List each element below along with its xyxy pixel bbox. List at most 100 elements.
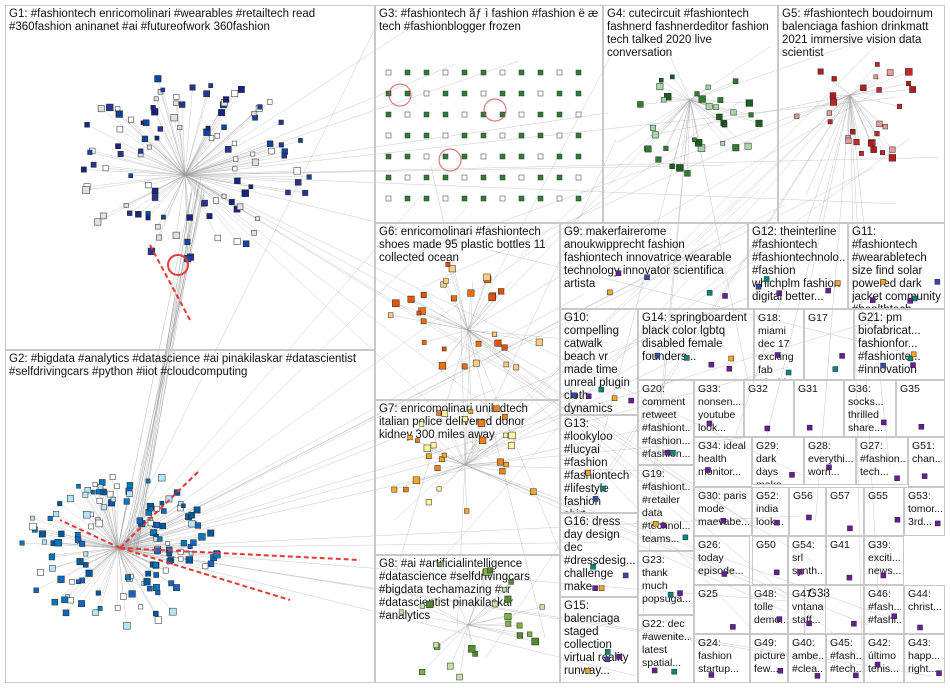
node-g3 bbox=[423, 111, 430, 118]
node-g7 bbox=[425, 499, 432, 506]
node-g2 bbox=[29, 522, 37, 531]
node-g2 bbox=[96, 497, 103, 504]
node-g4 bbox=[676, 164, 684, 172]
node-g52 bbox=[774, 519, 780, 526]
node-g3 bbox=[423, 153, 430, 160]
node-g1 bbox=[128, 116, 134, 123]
node-g1 bbox=[222, 96, 230, 103]
node-g23 bbox=[667, 592, 674, 598]
node-g3 bbox=[461, 132, 468, 139]
node-g1 bbox=[302, 189, 309, 196]
node-g15 bbox=[604, 649, 611, 655]
group-box-g38: G38 bbox=[804, 585, 864, 634]
node-g4 bbox=[730, 109, 737, 116]
node-g7 bbox=[423, 444, 431, 452]
node-g6 bbox=[420, 318, 427, 325]
group-box-g17: G17 bbox=[804, 309, 854, 380]
group-label-g49: G49: picture few... bbox=[754, 637, 785, 675]
group-box-g19: G19: #fashiont... #retailer data #techno… bbox=[638, 465, 694, 551]
group-label-g23: G23: thank much popsuga... bbox=[642, 554, 691, 605]
node-g7 bbox=[493, 405, 500, 412]
node-g8 bbox=[527, 631, 533, 637]
group-label-g50: G50 bbox=[756, 539, 776, 551]
node-g2 bbox=[158, 474, 166, 482]
node-g7 bbox=[462, 416, 469, 422]
node-g1 bbox=[208, 83, 214, 88]
node-g4 bbox=[694, 139, 703, 147]
node-g5 bbox=[867, 140, 875, 147]
node-g5 bbox=[888, 154, 896, 162]
node-g4 bbox=[755, 119, 763, 127]
node-g7 bbox=[503, 432, 509, 438]
node-g2 bbox=[48, 554, 55, 561]
node-g3 bbox=[499, 132, 506, 139]
node-g6 bbox=[441, 346, 447, 352]
group-label-g36: G36: socks... thrilled share... bbox=[848, 383, 887, 434]
group-box-g22: G22: dec #awenite... latest spatial... bbox=[638, 615, 694, 683]
node-g17 bbox=[839, 353, 845, 359]
group-box-g1: G1: #fashiontech enricomolinari #wearabl… bbox=[5, 5, 375, 350]
node-g6 bbox=[472, 359, 480, 367]
node-g3 bbox=[442, 174, 449, 181]
node-g2 bbox=[110, 496, 116, 502]
node-g1 bbox=[102, 165, 109, 172]
node-g3 bbox=[556, 69, 563, 76]
node-g3 bbox=[575, 195, 582, 202]
node-g2 bbox=[54, 539, 62, 547]
node-g2 bbox=[95, 489, 101, 495]
node-g4 bbox=[658, 77, 664, 83]
node-g2 bbox=[38, 530, 46, 538]
node-g3 bbox=[404, 132, 411, 139]
group-label-g38: G38 bbox=[808, 588, 830, 600]
node-g19 bbox=[682, 534, 689, 541]
node-g1 bbox=[177, 125, 183, 130]
node-g4 bbox=[684, 170, 691, 177]
node-g10 bbox=[628, 397, 634, 404]
node-g44 bbox=[917, 624, 923, 631]
node-g51 bbox=[921, 473, 928, 479]
node-g2 bbox=[83, 551, 89, 557]
node-g2 bbox=[120, 593, 127, 600]
node-g8 bbox=[468, 645, 476, 653]
node-g1 bbox=[233, 156, 239, 162]
node-g6 bbox=[448, 265, 456, 273]
group-label-g1: G1: #fashiontech enricomolinari #wearabl… bbox=[9, 8, 319, 33]
node-g3 bbox=[499, 69, 506, 76]
node-g11 bbox=[934, 279, 941, 285]
highlight-edge bbox=[119, 547, 291, 601]
self-loop bbox=[483, 98, 507, 122]
node-g2 bbox=[155, 590, 161, 596]
node-g3 bbox=[575, 132, 582, 139]
node-g2 bbox=[42, 539, 47, 545]
node-g48 bbox=[776, 616, 783, 622]
node-g1 bbox=[114, 106, 121, 112]
node-g8 bbox=[419, 669, 426, 676]
node-g3 bbox=[556, 132, 563, 139]
node-g2 bbox=[126, 482, 134, 489]
node-g14 bbox=[654, 352, 661, 359]
node-g2 bbox=[147, 585, 153, 592]
node-g4 bbox=[663, 145, 669, 151]
node-g3 bbox=[575, 153, 582, 160]
node-g2 bbox=[145, 570, 151, 577]
node-g1 bbox=[170, 114, 178, 122]
node-g4 bbox=[663, 93, 672, 101]
group-label-g31: G31 bbox=[798, 383, 818, 395]
node-g42 bbox=[874, 661, 881, 668]
node-g4 bbox=[651, 131, 659, 139]
node-g40 bbox=[814, 673, 821, 679]
node-g1 bbox=[97, 105, 105, 113]
node-g3 bbox=[385, 69, 392, 76]
group-box-g51: G51: chan... bbox=[908, 437, 945, 487]
node-g6 bbox=[420, 292, 427, 298]
node-g3 bbox=[461, 195, 468, 202]
node-g2 bbox=[159, 522, 166, 530]
node-g2 bbox=[58, 530, 65, 537]
node-g1 bbox=[208, 135, 215, 141]
node-g2 bbox=[168, 580, 175, 587]
group-box-g35: G35 bbox=[896, 380, 945, 437]
node-g5 bbox=[829, 92, 837, 99]
group-box-g14: G14: springboardent black color lgbtq di… bbox=[638, 309, 754, 380]
node-g3 bbox=[556, 111, 563, 118]
group-label-g24: G24: fashion startup... bbox=[698, 637, 739, 675]
